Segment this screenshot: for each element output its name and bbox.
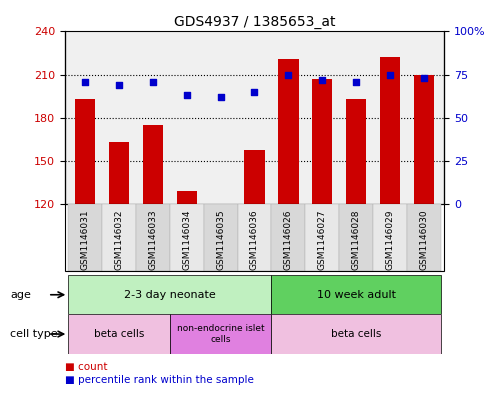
Text: GSM1146033: GSM1146033	[148, 210, 157, 270]
Bar	[177, 191, 197, 204]
Point	[318, 77, 326, 83]
Text: GSM1146034: GSM1146034	[182, 210, 191, 270]
Text: ■ count: ■ count	[65, 362, 107, 373]
Text: GSM1146031: GSM1146031	[81, 210, 90, 270]
Bar	[170, 204, 204, 271]
Bar	[407, 204, 441, 271]
Point	[352, 79, 360, 85]
Text: beta cells: beta cells	[94, 329, 144, 339]
Text: GSM1146035: GSM1146035	[216, 210, 225, 270]
Bar	[245, 150, 264, 204]
Text: ■ percentile rank within the sample: ■ percentile rank within the sample	[65, 375, 254, 386]
Bar	[271, 204, 305, 271]
Bar	[102, 204, 136, 271]
Text: GSM1146029: GSM1146029	[385, 210, 394, 270]
Text: non-endocrine islet
cells: non-endocrine islet cells	[177, 324, 264, 344]
Bar	[339, 204, 373, 271]
Text: beta cells: beta cells	[331, 329, 381, 339]
Text: GSM1146028: GSM1146028	[352, 210, 361, 270]
Text: age: age	[10, 290, 31, 300]
Point	[81, 79, 89, 85]
Text: cell type: cell type	[10, 329, 57, 339]
Bar	[238, 204, 271, 271]
Point	[284, 72, 292, 78]
Bar	[170, 314, 271, 354]
Point	[250, 89, 258, 95]
Bar	[373, 204, 407, 271]
Text: GSM1146036: GSM1146036	[250, 210, 259, 270]
Point	[149, 79, 157, 85]
Point	[420, 75, 428, 81]
Bar	[380, 57, 400, 204]
Bar	[271, 314, 441, 354]
Bar	[211, 204, 231, 206]
Title: GDS4937 / 1385653_at: GDS4937 / 1385653_at	[174, 15, 335, 29]
Point	[217, 94, 225, 100]
Bar	[136, 204, 170, 271]
Text: GSM1146026: GSM1146026	[284, 210, 293, 270]
Point	[386, 72, 394, 78]
Bar	[346, 99, 366, 204]
Bar	[75, 99, 95, 204]
Bar	[414, 75, 434, 204]
Text: 10 week adult: 10 week adult	[316, 290, 396, 300]
Bar	[109, 142, 129, 204]
Point	[115, 82, 123, 88]
Bar	[278, 59, 298, 204]
Bar	[305, 204, 339, 271]
Bar	[312, 79, 332, 204]
Bar	[143, 125, 163, 204]
Text: GSM1146027: GSM1146027	[318, 210, 327, 270]
Bar	[68, 204, 102, 271]
Text: 2-3 day neonate: 2-3 day neonate	[124, 290, 216, 300]
Bar	[68, 275, 271, 314]
Text: GSM1146032: GSM1146032	[115, 210, 124, 270]
Bar	[204, 204, 238, 271]
Point	[183, 92, 191, 99]
Bar	[68, 314, 170, 354]
Bar	[271, 275, 441, 314]
Text: GSM1146030: GSM1146030	[419, 210, 428, 270]
